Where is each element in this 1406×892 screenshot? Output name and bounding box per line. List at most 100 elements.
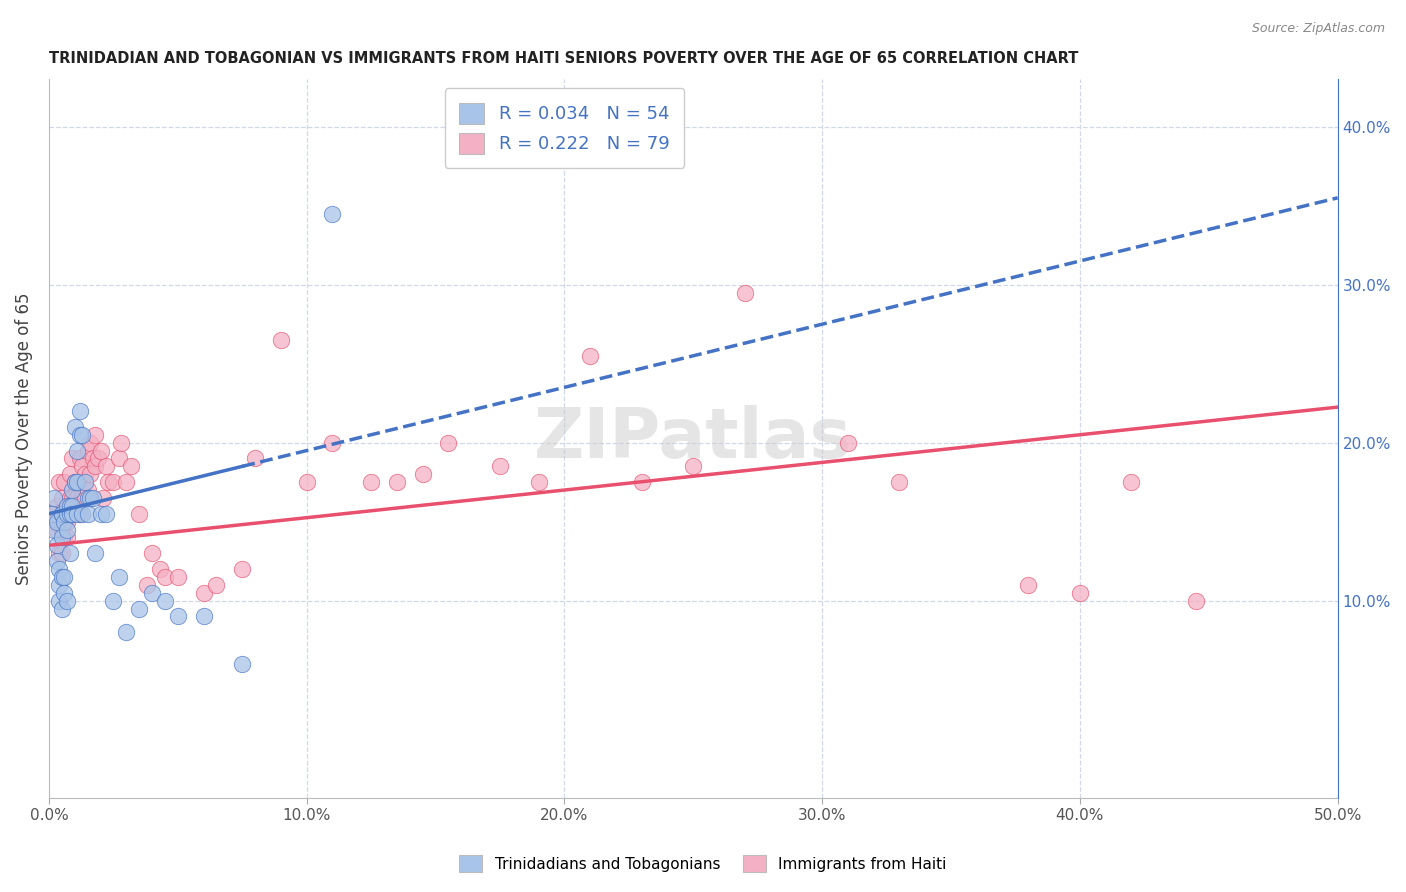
Point [412, 467, 434, 482]
Point [76, 443, 98, 458]
Point [51, 523, 73, 537]
Point [91, 491, 114, 505]
Point [734, 285, 756, 300]
Point [79, 435, 101, 450]
Point [66, 483, 89, 497]
Point [69, 427, 91, 442]
Point [231, 657, 253, 671]
Point [193, 585, 215, 599]
Point [82, 491, 104, 505]
Point [58, 499, 80, 513]
Point [51, 601, 73, 615]
Point [243, 451, 266, 466]
Point [66, 443, 89, 458]
Point [489, 459, 512, 474]
Text: Source: ZipAtlas.com: Source: ZipAtlas.com [1251, 22, 1385, 36]
Text: ZIPatlas: ZIPatlas [534, 405, 852, 472]
Point [63, 475, 86, 490]
Point [58, 546, 80, 560]
Point [60, 507, 83, 521]
Point [89, 507, 111, 521]
Point [42, 515, 65, 529]
Y-axis label: Seniors Poverty Over the Age of 65: Seniors Poverty Over the Age of 65 [15, 293, 32, 585]
Point [53, 585, 76, 599]
Point [889, 475, 911, 490]
Point [76, 491, 98, 505]
Point [120, 459, 142, 474]
Point [58, 507, 80, 521]
Point [60, 483, 83, 497]
Point [63, 499, 86, 513]
Point [51, 507, 73, 521]
Point [1121, 475, 1143, 490]
Point [45, 538, 67, 552]
Point [166, 570, 188, 584]
Point [321, 206, 343, 220]
Point [73, 475, 96, 490]
Point [84, 546, 107, 560]
Point [66, 475, 89, 490]
Point [682, 459, 704, 474]
Point [60, 507, 83, 521]
Point [79, 467, 101, 482]
Point [1069, 585, 1091, 599]
Point [87, 451, 110, 466]
Legend: Trinidadians and Tobagonians, Immigrants from Haiti: Trinidadians and Tobagonians, Immigrants… [451, 847, 955, 880]
Point [72, 459, 94, 474]
Point [385, 475, 408, 490]
Point [94, 459, 117, 474]
Point [205, 578, 228, 592]
Point [69, 404, 91, 418]
Point [103, 593, 125, 607]
Point [1017, 578, 1039, 592]
Point [110, 435, 132, 450]
Point [193, 609, 215, 624]
Point [437, 435, 460, 450]
Point [41, 507, 63, 521]
Point [84, 459, 107, 474]
Point [45, 515, 67, 529]
Point [579, 349, 602, 363]
Point [51, 507, 73, 521]
Point [82, 451, 104, 466]
Point [115, 625, 138, 640]
Point [153, 593, 176, 607]
Point [51, 546, 73, 560]
Point [837, 435, 859, 450]
Legend: R = 0.034   N = 54, R = 0.222   N = 79: R = 0.034 N = 54, R = 0.222 N = 79 [444, 88, 685, 168]
Point [42, 523, 65, 537]
Point [45, 499, 67, 513]
Point [115, 475, 138, 490]
Point [630, 475, 652, 490]
Point [1185, 593, 1208, 607]
Point [51, 507, 73, 521]
Point [73, 491, 96, 505]
Point [153, 570, 176, 584]
Text: TRINIDADIAN AND TOBAGONIAN VS IMMIGRANTS FROM HAITI SENIORS POVERTY OVER THE AGE: TRINIDADIAN AND TOBAGONIAN VS IMMIGRANTS… [49, 51, 1078, 66]
Point [72, 491, 94, 505]
Point [66, 491, 89, 505]
Point [41, 507, 63, 521]
Point [60, 499, 83, 513]
Point [141, 585, 163, 599]
Point [53, 475, 76, 490]
Point [45, 523, 67, 537]
Point [48, 578, 70, 592]
Point [58, 507, 80, 521]
Point [79, 491, 101, 505]
Point [45, 554, 67, 568]
Point [321, 435, 343, 450]
Point [53, 515, 76, 529]
Point [48, 562, 70, 576]
Point [141, 546, 163, 560]
Point [84, 427, 107, 442]
Point [69, 507, 91, 521]
Point [56, 499, 79, 513]
Point [89, 443, 111, 458]
Point [128, 507, 150, 521]
Point [527, 475, 550, 490]
Point [48, 593, 70, 607]
Point [48, 546, 70, 560]
Point [107, 570, 129, 584]
Point [66, 507, 89, 521]
